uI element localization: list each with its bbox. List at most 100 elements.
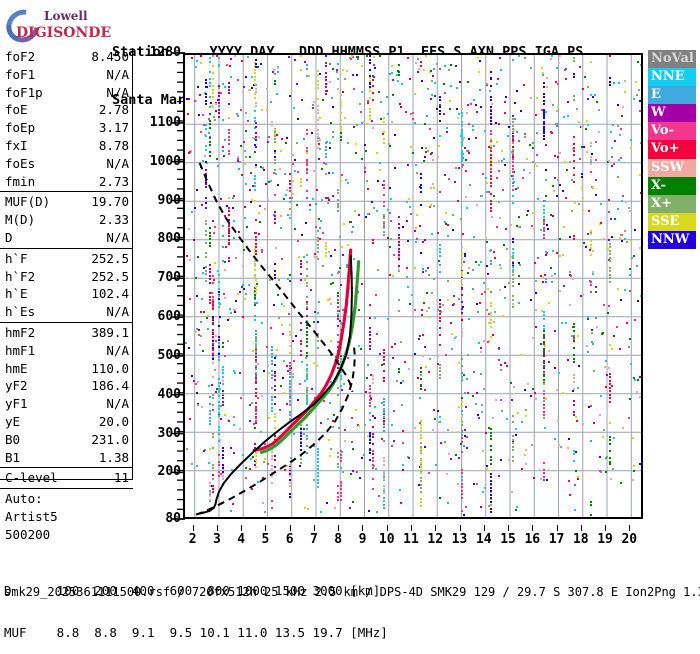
noise-pixel: [254, 200, 256, 202]
noise-pixel: [419, 335, 421, 337]
noise-pixel: [461, 379, 463, 381]
noise-pixel: [609, 397, 611, 399]
noise-pixel: [209, 403, 211, 405]
noise-pixel: [470, 103, 472, 105]
noise-pixel: [505, 228, 507, 230]
noise-pixel: [398, 310, 400, 312]
noise-pixel: [218, 464, 220, 466]
noise-pixel: [369, 327, 371, 329]
noise-pixel: [209, 144, 211, 146]
noise-pixel: [255, 388, 257, 390]
noise-pixel: [472, 125, 474, 127]
noise-pixel: [259, 205, 261, 207]
noise-pixel: [205, 242, 207, 244]
noise-pixel: [635, 81, 637, 83]
noise-pixel: [543, 375, 545, 377]
noise-pixel: [340, 385, 342, 387]
noise-pixel: [475, 137, 477, 139]
noise-pixel: [209, 232, 211, 234]
noise-pixel: [575, 470, 577, 472]
noise-pixel: [372, 79, 374, 81]
legend-item-x-[interactable]: X+: [648, 194, 696, 213]
noise-pixel: [573, 174, 575, 176]
noise-pixel: [525, 409, 527, 411]
ionogram-plot[interactable]: [183, 53, 643, 519]
noise-pixel: [439, 244, 441, 246]
noise-pixel: [559, 55, 561, 57]
noise-pixel: [321, 199, 323, 201]
legend-item-x-[interactable]: X-: [648, 176, 696, 195]
noise-pixel: [254, 72, 256, 74]
noise-pixel: [609, 253, 611, 255]
noise-pixel: [300, 279, 302, 281]
noise-pixel: [462, 233, 464, 235]
legend-item-nne[interactable]: NNE: [648, 68, 696, 87]
legend-item-vo-[interactable]: Vo-: [648, 122, 696, 141]
noise-pixel: [358, 214, 360, 216]
noise-pixel: [278, 317, 280, 319]
legend-item-e[interactable]: E: [648, 86, 696, 105]
noise-pixel: [573, 414, 575, 416]
noise-pixel: [621, 240, 623, 242]
noise-pixel: [529, 172, 531, 174]
y-tick-label: 700: [157, 270, 181, 286]
noise-pixel: [275, 247, 277, 249]
legend-item-w[interactable]: W: [648, 104, 696, 123]
noise-pixel: [264, 443, 266, 445]
noise-pixel: [372, 467, 374, 469]
noise-pixel: [519, 264, 521, 266]
noise-pixel: [595, 286, 597, 288]
noise-pixel: [261, 249, 263, 251]
noise-pixel: [503, 244, 505, 246]
noise-pixel: [313, 170, 315, 172]
noise-pixel: [369, 432, 371, 434]
legend-item-noval[interactable]: NoVal: [648, 50, 696, 69]
noise-pixel: [372, 426, 374, 428]
noise-pixel: [372, 242, 374, 244]
noise-pixel: [414, 122, 416, 124]
noise-pixel: [215, 103, 217, 105]
noise-pixel: [396, 74, 398, 76]
noise-pixel: [612, 124, 614, 126]
noise-pixel: [243, 141, 245, 143]
noise-pixel: [478, 71, 480, 73]
noise-pixel: [212, 306, 214, 308]
noise-pixel: [461, 441, 463, 443]
noise-pixel: [196, 60, 198, 62]
noise-pixel: [337, 203, 339, 205]
noise-pixel: [383, 457, 385, 459]
x-tick-label: 14: [475, 532, 492, 547]
noise-pixel: [490, 463, 492, 465]
legend-item-ssw[interactable]: SSW: [648, 158, 696, 177]
noise-pixel: [189, 151, 191, 153]
noise-pixel: [461, 332, 463, 334]
noise-pixel: [414, 230, 416, 232]
noise-pixel: [543, 400, 545, 402]
noise-pixel: [480, 106, 482, 108]
param-key: yE: [5, 413, 21, 429]
noise-pixel: [512, 415, 514, 417]
legend-item-nnw[interactable]: NNW: [648, 230, 696, 250]
noise-pixel: [582, 209, 584, 211]
noise-pixel: [218, 359, 220, 361]
noise-pixel: [383, 422, 385, 424]
noise-pixel: [490, 168, 492, 170]
noise-pixel: [420, 448, 422, 450]
noise-pixel: [215, 340, 217, 342]
noise-pixel: [356, 471, 358, 473]
noise-pixel: [270, 327, 272, 329]
x-tick-mark: [338, 525, 340, 531]
noise-pixel: [383, 363, 385, 365]
noise-pixel: [228, 260, 230, 262]
noise-pixel: [611, 147, 613, 149]
noise-pixel: [333, 414, 335, 416]
legend-item-vo-[interactable]: Vo+: [648, 140, 696, 159]
noise-pixel: [476, 204, 478, 206]
noise-pixel: [561, 322, 563, 324]
noise-pixel: [274, 357, 276, 359]
noise-pixel: [218, 85, 220, 87]
noise-pixel: [590, 254, 592, 256]
noise-pixel: [490, 96, 492, 98]
legend-item-sse[interactable]: SSE: [648, 212, 696, 231]
noise-pixel: [505, 96, 507, 98]
